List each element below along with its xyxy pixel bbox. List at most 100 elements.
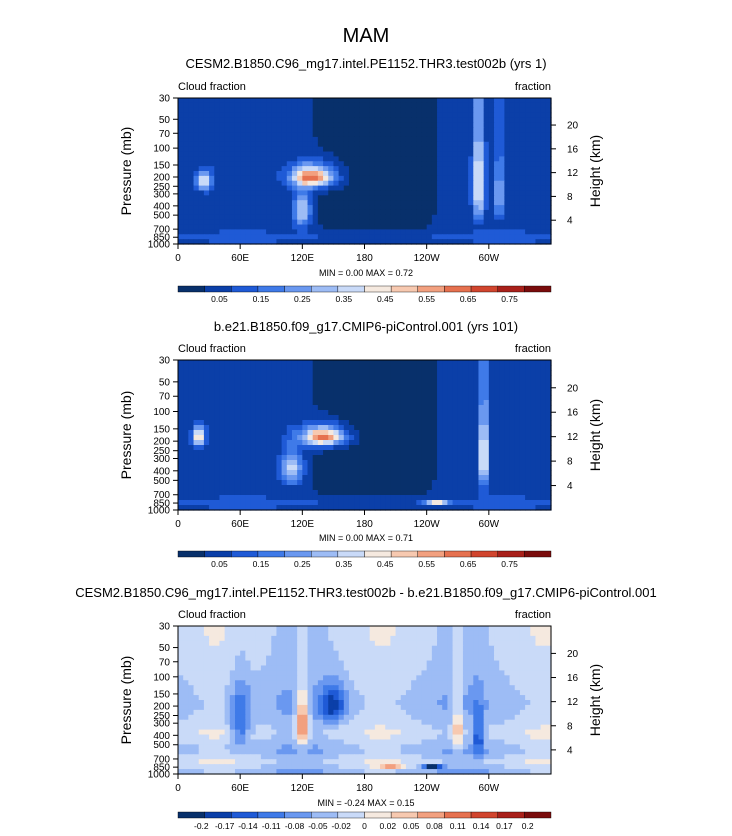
field-cell bbox=[385, 630, 391, 637]
field-cell bbox=[483, 190, 490, 196]
field-cell bbox=[203, 410, 210, 416]
field-cell bbox=[286, 98, 293, 104]
field-cell bbox=[385, 156, 391, 162]
field-cell bbox=[203, 445, 210, 451]
field-cell bbox=[250, 465, 257, 471]
field-cell bbox=[188, 650, 195, 657]
field-cell bbox=[260, 214, 267, 221]
left-label: Cloud fraction bbox=[178, 609, 246, 621]
field-cell bbox=[307, 175, 314, 182]
field-cell bbox=[291, 141, 298, 148]
field-cell bbox=[302, 166, 309, 172]
field-cell bbox=[416, 435, 423, 441]
field-cell bbox=[348, 430, 355, 436]
field-cell bbox=[219, 161, 226, 167]
field-cell bbox=[260, 490, 267, 496]
field-cell bbox=[348, 156, 355, 162]
field-cell bbox=[525, 445, 531, 451]
field-cell bbox=[499, 151, 505, 157]
field-cell bbox=[219, 470, 226, 476]
field-cell bbox=[494, 132, 500, 138]
field-cell bbox=[193, 395, 200, 401]
field-cell bbox=[530, 156, 537, 162]
field-cell bbox=[540, 655, 547, 662]
field-cell bbox=[385, 495, 391, 501]
field-cell bbox=[457, 465, 464, 471]
field-cell bbox=[188, 161, 195, 167]
field-cell bbox=[411, 102, 417, 109]
height-tick-label: 12 bbox=[567, 168, 579, 179]
field-cell bbox=[312, 630, 319, 637]
field-cell bbox=[457, 180, 464, 187]
field-cell bbox=[276, 425, 283, 431]
field-cell bbox=[369, 209, 376, 216]
field-cell bbox=[385, 450, 391, 456]
field-cell bbox=[354, 200, 360, 206]
field-cell bbox=[219, 635, 226, 642]
field-cell bbox=[473, 98, 480, 104]
field-cell bbox=[302, 98, 309, 104]
field-cell bbox=[494, 239, 500, 245]
field-cell bbox=[374, 132, 381, 138]
field-cell bbox=[488, 365, 495, 371]
field-cell bbox=[250, 380, 257, 386]
field-cell bbox=[483, 425, 490, 431]
field-cell bbox=[431, 435, 438, 441]
field-cell bbox=[426, 185, 433, 192]
field-cell bbox=[250, 480, 257, 486]
field-cell bbox=[499, 485, 505, 491]
field-cell bbox=[307, 490, 314, 496]
field-cell bbox=[307, 209, 314, 216]
field-cell bbox=[307, 505, 314, 511]
field-cell bbox=[411, 219, 417, 226]
field-cell bbox=[462, 102, 469, 109]
field-cell bbox=[328, 500, 335, 506]
field-cell bbox=[494, 450, 500, 456]
field-cell bbox=[312, 132, 319, 138]
field-cell bbox=[514, 415, 521, 421]
field-cell bbox=[209, 400, 215, 406]
field-cell bbox=[431, 475, 438, 481]
field-cell bbox=[447, 166, 454, 172]
field-cell bbox=[405, 640, 412, 647]
field-cell bbox=[421, 141, 428, 148]
field-cell bbox=[224, 630, 231, 637]
field-cell bbox=[468, 175, 474, 182]
field-cell bbox=[395, 234, 402, 240]
field-cell bbox=[494, 505, 500, 511]
field-cell bbox=[178, 405, 184, 411]
field-cell bbox=[240, 365, 246, 371]
field-cell bbox=[395, 440, 402, 446]
field-cell bbox=[488, 136, 495, 143]
field-cell bbox=[198, 660, 205, 667]
field-cell bbox=[354, 480, 360, 486]
field-cell bbox=[473, 375, 480, 381]
field-cell bbox=[271, 400, 278, 406]
field-cell bbox=[431, 410, 438, 416]
field-cell bbox=[431, 112, 438, 119]
field-cell bbox=[457, 480, 464, 486]
field-cell bbox=[209, 380, 215, 386]
field-cell bbox=[499, 146, 505, 153]
field-cell bbox=[343, 390, 350, 396]
field-cell bbox=[437, 117, 443, 123]
y-axis-label: Pressure (mb) bbox=[118, 391, 134, 480]
field-cell bbox=[530, 500, 537, 506]
field-cell bbox=[338, 460, 345, 466]
field-cell bbox=[488, 626, 495, 632]
field-cell bbox=[234, 655, 241, 662]
field-cell bbox=[411, 239, 417, 245]
field-cell bbox=[395, 98, 402, 104]
field-cell bbox=[416, 136, 423, 143]
field-cell bbox=[462, 505, 469, 511]
field-cell bbox=[266, 465, 272, 471]
field-cell bbox=[421, 635, 428, 642]
field-cell bbox=[281, 490, 288, 496]
field-cell bbox=[488, 460, 495, 466]
field-cell bbox=[504, 229, 511, 235]
field-cell bbox=[297, 161, 303, 167]
field-cell bbox=[447, 505, 454, 511]
field-cell bbox=[364, 171, 371, 177]
field-cell bbox=[374, 161, 381, 167]
field-cell bbox=[302, 122, 309, 128]
